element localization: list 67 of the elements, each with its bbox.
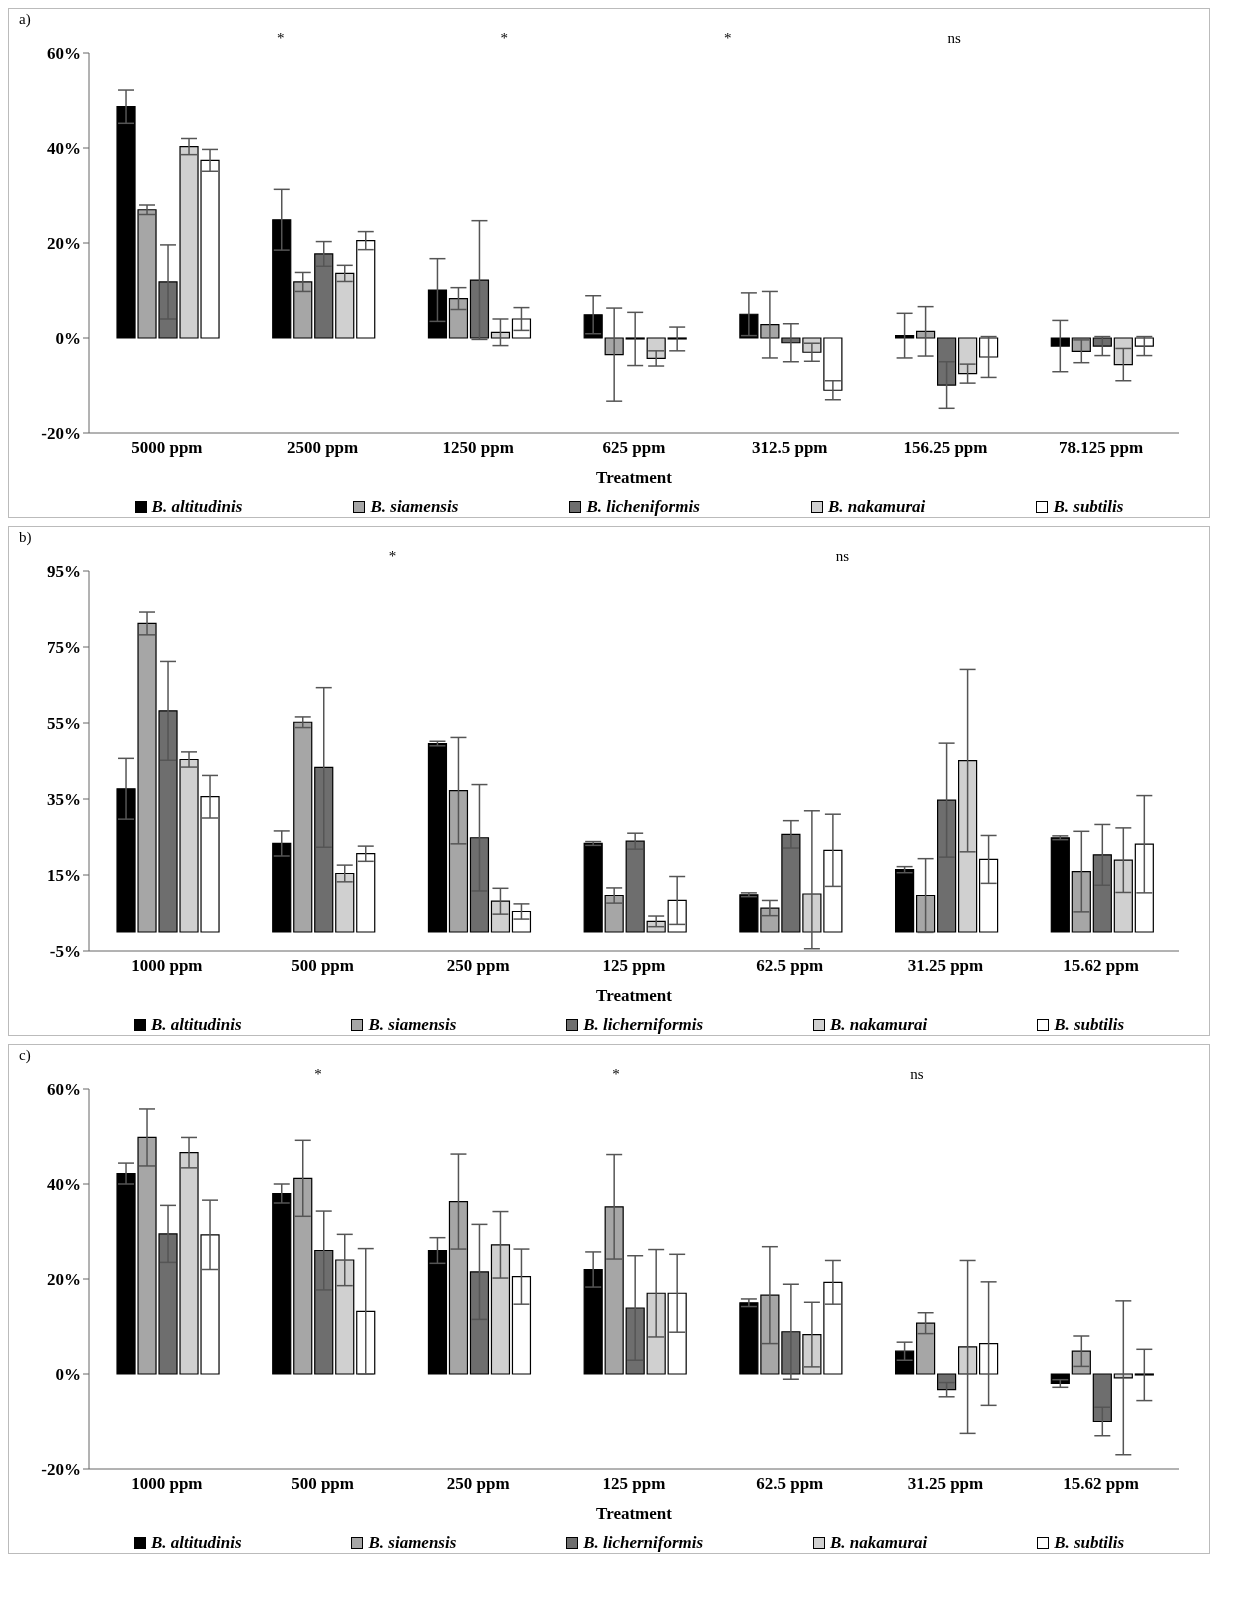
y-tick-label: 40% [47, 1175, 81, 1195]
x-tick-label: 156.25 ppm [903, 438, 988, 458]
y-tick-label: 60% [47, 1080, 81, 1100]
legend-label: B. licherniformis [583, 1533, 704, 1553]
chart-title: a) [18, 10, 32, 29]
legend-label: B. siamensis [368, 1015, 457, 1035]
y-tick-label: 20% [47, 1270, 81, 1290]
y-tick-label: 35% [47, 790, 81, 810]
legend-label: B. subtilis [1054, 1533, 1125, 1553]
x-tick-label: 500 ppm [291, 1474, 354, 1494]
y-tick-label: 55% [47, 714, 81, 734]
text: ns [910, 1066, 924, 1083]
text: ns [947, 30, 961, 47]
legend-label: B. licheniformis [586, 497, 700, 517]
text: * [500, 30, 509, 47]
y-tick-label: -20% [41, 1460, 81, 1480]
x-tick-label: 125 ppm [602, 956, 666, 976]
text: * [277, 30, 285, 47]
legend-label: B. nakamurai [829, 1533, 928, 1553]
legend-label: B. altitudinis [151, 497, 243, 517]
legend-label: B. siamensis [368, 1533, 457, 1553]
legend-label: B. siamensis [370, 497, 459, 517]
y-tick-label: 60% [47, 44, 81, 64]
text: * [388, 548, 397, 565]
x-tick-label: 625 ppm [602, 438, 666, 458]
x-tick-label: 500 ppm [291, 956, 354, 976]
x-axis-title: Treatment [596, 1504, 673, 1523]
y-tick-label: 75% [47, 638, 81, 658]
y-tick-label: 0% [55, 1365, 81, 1385]
legend-label: B. subtilis [1054, 1015, 1125, 1035]
y-tick-label: -20% [41, 424, 81, 444]
y-tick-label: 0% [55, 329, 81, 349]
chart-title: c) [18, 1046, 32, 1065]
text: ns [835, 548, 850, 565]
x-axis-title: Treatment [596, 468, 673, 487]
legend-label: B. subtilis [1053, 497, 1124, 517]
y-tick-label: -5% [49, 942, 81, 962]
x-tick-label: 78.125 ppm [1059, 438, 1144, 458]
x-tick-label: 62.5 ppm [756, 956, 824, 976]
x-tick-label: 1250 ppm [442, 438, 514, 458]
y-tick-label: 40% [47, 139, 81, 159]
x-tick-label: 312.5 ppm [751, 438, 828, 458]
legend-label: B. altitudinis [150, 1015, 242, 1035]
text: * [314, 1066, 322, 1083]
legend-label: B. nakamurai [827, 497, 926, 517]
text: * [612, 1066, 620, 1083]
y-tick-label: 95% [47, 562, 81, 582]
text: * [724, 30, 732, 47]
x-tick-label: 2500 ppm [286, 438, 359, 458]
x-tick-label: 15.62 ppm [1063, 956, 1139, 976]
x-tick-label: 125 ppm [602, 1474, 666, 1494]
x-tick-label: 250 ppm [446, 956, 510, 976]
legend-label: B. altitudinis [150, 1533, 242, 1553]
legend-label: B. licherniformis [583, 1015, 704, 1035]
y-tick-label: 15% [47, 866, 81, 886]
x-tick-label: 1000 ppm [131, 956, 203, 976]
x-tick-label: 62.5 ppm [756, 1474, 824, 1494]
y-tick-label: 20% [47, 234, 81, 254]
x-tick-label: 15.62 ppm [1063, 1474, 1139, 1494]
x-tick-label: 250 ppm [446, 1474, 510, 1494]
x-tick-label: 5000 ppm [131, 438, 203, 458]
x-tick-label: 1000 ppm [131, 1474, 203, 1494]
x-tick-label: 31.25 ppm [907, 1474, 984, 1494]
x-tick-label: 31.25 ppm [907, 956, 984, 976]
x-axis-title: Treatment [596, 986, 673, 1005]
chart-title: b) [18, 528, 33, 547]
legend-label: B. nakamurai [829, 1015, 928, 1035]
